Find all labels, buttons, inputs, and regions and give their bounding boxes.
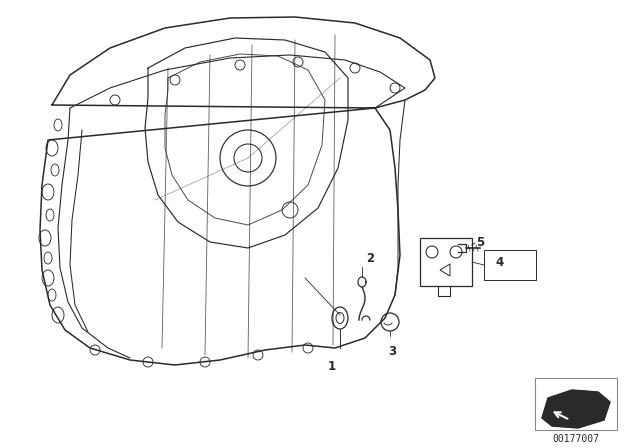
Text: 4: 4: [496, 255, 504, 268]
Bar: [484, 250, 536, 280]
Text: 5: 5: [476, 237, 484, 250]
Text: 3: 3: [388, 345, 396, 358]
Text: 1: 1: [328, 360, 336, 373]
Text: 2: 2: [366, 252, 374, 265]
Bar: [535, 378, 617, 430]
Bar: [420, 238, 472, 286]
Polygon shape: [542, 390, 610, 428]
Text: 00177007: 00177007: [552, 434, 600, 444]
